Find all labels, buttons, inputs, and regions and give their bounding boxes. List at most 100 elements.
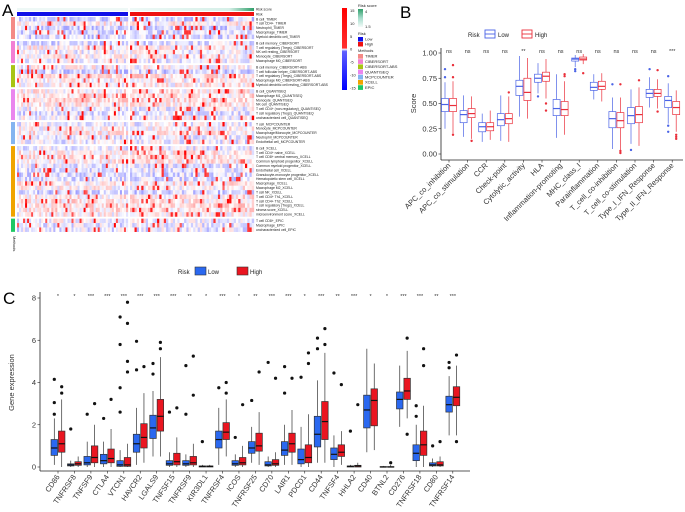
heatmap-cell bbox=[109, 194, 113, 200]
heatmap-cell bbox=[61, 49, 64, 55]
heatmap-cell bbox=[55, 135, 58, 140]
heatmap-cell bbox=[145, 34, 149, 40]
heatmap-cell bbox=[163, 73, 167, 79]
heatmap-cell bbox=[73, 21, 76, 26]
heatmap-cell bbox=[229, 185, 232, 191]
heatmap-cell bbox=[222, 30, 225, 35]
heatmap-cell bbox=[136, 190, 140, 195]
heatmap-cell bbox=[89, 168, 92, 173]
heatmap-cell bbox=[97, 78, 100, 83]
heatmap-cell bbox=[217, 212, 221, 217]
heatmap-cell bbox=[211, 49, 214, 55]
heatmap-cell bbox=[37, 168, 40, 173]
heatmap-cell bbox=[247, 122, 250, 127]
heatmap-cell bbox=[101, 45, 104, 50]
heatmap-cell bbox=[115, 73, 119, 79]
heatmap-cell bbox=[111, 135, 115, 140]
heatmap-cell bbox=[235, 122, 239, 127]
heatmap-cell bbox=[213, 194, 216, 200]
heatmap-cell bbox=[145, 207, 149, 213]
heatmap-cell bbox=[81, 49, 84, 55]
heatmap-cell bbox=[71, 172, 74, 178]
heatmap-cell bbox=[65, 82, 68, 88]
heatmap-cell bbox=[244, 122, 248, 127]
heatmap-cell bbox=[119, 190, 123, 195]
heatmap-cell bbox=[113, 115, 117, 121]
heatmap-cell bbox=[177, 54, 180, 59]
heatmap-cell bbox=[113, 198, 117, 204]
heatmap-cell bbox=[111, 190, 115, 195]
heatmap-cell bbox=[45, 207, 48, 213]
heatmap-cell bbox=[41, 159, 44, 164]
heatmap-cell bbox=[21, 41, 24, 46]
heatmap-cell bbox=[63, 168, 66, 173]
heatmap-cell bbox=[85, 207, 88, 213]
heatmap-cell bbox=[41, 93, 44, 99]
heatmap-cell bbox=[29, 203, 32, 208]
heatmap-cell bbox=[123, 21, 127, 26]
heatmap-cell bbox=[145, 194, 149, 200]
heatmap-cell bbox=[117, 207, 121, 213]
heatmap-cell bbox=[119, 130, 123, 136]
heatmap-cell bbox=[220, 58, 223, 64]
heatmap-cell bbox=[222, 172, 225, 178]
heatmap-cell bbox=[208, 58, 212, 64]
heatmap-cell bbox=[161, 212, 164, 217]
heatmap-cell bbox=[119, 172, 123, 178]
heatmap-cell bbox=[132, 198, 135, 204]
heatmap-cell bbox=[83, 172, 86, 178]
heatmap-cell bbox=[55, 172, 58, 178]
heatmap-cell bbox=[103, 185, 106, 191]
heatmap-cell bbox=[81, 89, 84, 94]
heatmap-cell bbox=[213, 139, 216, 145]
heatmap-cell bbox=[141, 30, 144, 35]
heatmap-cell bbox=[145, 146, 149, 151]
heatmap-cell bbox=[59, 69, 62, 75]
heatmap-cell bbox=[172, 122, 176, 127]
heatmap-cell bbox=[175, 159, 178, 164]
heatmap-cell bbox=[95, 78, 98, 83]
heatmap-cell bbox=[65, 73, 68, 79]
heatmap-cell bbox=[148, 30, 151, 35]
heatmap-cell bbox=[107, 185, 110, 191]
heatmap-cell bbox=[53, 207, 56, 213]
heatmap-cell bbox=[150, 218, 153, 224]
heatmap-cell bbox=[111, 89, 115, 94]
heatmap-cell bbox=[87, 135, 90, 140]
heatmap-cell bbox=[130, 198, 133, 204]
heatmap-cell bbox=[145, 139, 149, 145]
heatmap-cell bbox=[65, 190, 68, 195]
heatmap-cell bbox=[235, 115, 239, 121]
heatmap-cell bbox=[57, 111, 60, 116]
heatmap-cell bbox=[45, 58, 48, 64]
heatmap-cell bbox=[71, 122, 74, 127]
heatmap-cell bbox=[73, 58, 76, 64]
heatmap-cell bbox=[37, 172, 40, 178]
heatmap-cell bbox=[105, 203, 108, 208]
heatmap-cell bbox=[139, 150, 142, 155]
heatmap-cell bbox=[121, 139, 125, 145]
heatmap-cell bbox=[81, 218, 84, 224]
heatmap-cell bbox=[105, 190, 108, 195]
heatmap-cell bbox=[81, 54, 84, 59]
heatmap-cell bbox=[111, 34, 115, 40]
heatmap-cell bbox=[244, 34, 248, 40]
heatmap-cell bbox=[179, 218, 182, 224]
heatmap-cell bbox=[197, 172, 201, 178]
heatmap-cell bbox=[85, 190, 88, 195]
heatmap-cell bbox=[61, 159, 64, 164]
heatmap-cell bbox=[238, 126, 241, 131]
heatmap-cell bbox=[29, 89, 32, 94]
heatmap-cell bbox=[113, 223, 117, 228]
heatmap-cell bbox=[179, 223, 182, 228]
heatmap-cell bbox=[188, 218, 192, 224]
heatmap-cell bbox=[215, 203, 219, 208]
heatmap-cell bbox=[87, 21, 90, 26]
heatmap-cell bbox=[47, 126, 50, 131]
heatmap-cell bbox=[115, 172, 119, 178]
heatmap-cell bbox=[101, 223, 104, 228]
heatmap-cell bbox=[168, 65, 171, 70]
heatmap-cell bbox=[55, 154, 58, 160]
heatmap-cell bbox=[35, 172, 38, 178]
heatmap-cell bbox=[67, 41, 70, 46]
